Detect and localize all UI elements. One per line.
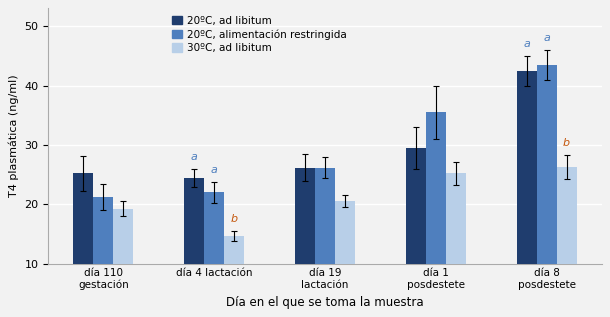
Text: a: a [543,33,550,43]
Text: a: a [210,165,218,175]
Text: a: a [523,39,530,49]
X-axis label: Día en el que se toma la muestra: Día en el que se toma la muestra [226,296,424,309]
Bar [184,178,204,317]
Bar [73,173,93,317]
Bar [537,65,556,317]
Y-axis label: T4 plasmática (ng/ml): T4 plasmática (ng/ml) [9,75,19,197]
Text: a: a [191,152,198,162]
Bar [556,167,576,317]
Bar [426,112,446,317]
Bar [204,192,224,317]
Bar [93,197,113,317]
Bar [517,71,537,317]
Legend: 20ºC, ad libitum, 20ºC, alimentación restringida, 30ºC, ad libitum: 20ºC, ad libitum, 20ºC, alimentación res… [170,14,349,55]
Bar [113,209,133,317]
Bar [335,201,355,317]
Bar [315,167,335,317]
Bar [224,236,244,317]
Bar [446,173,465,317]
Bar [406,148,426,317]
Bar [295,167,315,317]
Text: b: b [563,138,570,148]
Text: b: b [231,214,238,224]
